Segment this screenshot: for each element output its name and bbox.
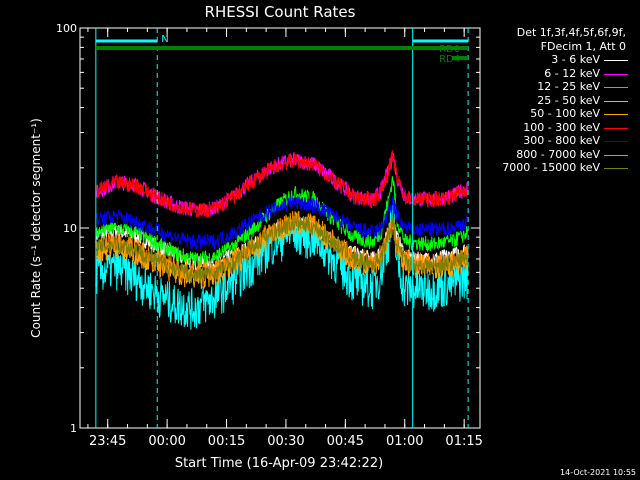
- legend-entry: 300 - 800 keV: [470, 134, 636, 148]
- x-tick-label: 00:00: [148, 434, 185, 449]
- series-line-300-800keV: [95, 195, 469, 251]
- x-tick-label: 23:45: [89, 434, 126, 449]
- series-line-12-25keV: [95, 176, 469, 268]
- legend-swatch: [604, 60, 628, 61]
- legend-entry: 12 - 25 keV: [470, 80, 636, 94]
- series-line-25-50keV: [95, 196, 469, 330]
- legend-label: 100 - 300 keV: [523, 120, 600, 134]
- legend-swatch: [604, 114, 628, 115]
- legend-label: 800 - 7000 keV: [516, 147, 600, 161]
- legend-entry: 100 - 300 keV: [470, 121, 636, 135]
- flag-label: RD0: [439, 44, 460, 55]
- series-line-6-12keV: [95, 152, 469, 218]
- legend-label: 6 - 12 keV: [544, 66, 600, 80]
- legend-swatch: [604, 87, 628, 88]
- y-tick-label: 10: [63, 222, 77, 235]
- legend-swatch: [604, 100, 628, 102]
- legend-header-line2: FDecim 1, Att 0: [540, 39, 626, 53]
- x-tick-label: 00:15: [208, 434, 245, 449]
- legend-header-line1: Det 1f,3f,4f,5f,6f,9f,: [516, 26, 626, 39]
- plot-area: 1 10 100 23:45 00:00 00:15 00:30 00:45 01:00 01:1…: [56, 22, 483, 449]
- legend-entry: 800 - 7000 keV: [470, 148, 636, 162]
- flag-label: RD4: [439, 54, 460, 65]
- legend-label: 300 - 800 keV: [523, 134, 600, 147]
- legend-label: 12 - 25 keV: [537, 80, 600, 93]
- legend: Det 1f,3f,4f,5f,6f,9f, FDecim 1, Att 0 3…: [470, 26, 636, 175]
- flag-label: N: [161, 34, 168, 45]
- legend-entry: 50 - 100 keV: [470, 107, 636, 121]
- legend-label: 50 - 100 keV: [530, 107, 600, 120]
- legend-swatch: [604, 73, 628, 75]
- x-axis-label: Start Time (16-Apr-09 23:42:22): [175, 456, 383, 471]
- x-tick-label: 00:30: [267, 434, 304, 449]
- legend-entry: 6 - 12 keV: [470, 67, 636, 81]
- legend-swatch: [604, 141, 628, 142]
- x-tick-label: 00:45: [327, 434, 364, 449]
- legend-label: 25 - 50 keV: [537, 93, 600, 107]
- legend-swatch: [604, 168, 628, 169]
- legend-label: 7000 - 15000 keV: [502, 161, 600, 174]
- legend-entry: 25 - 50 keV: [470, 94, 636, 108]
- y-axis-label: Count Rate (s⁻¹ detector segment⁻¹): [29, 118, 43, 338]
- legend-label: 3 - 6 keV: [551, 53, 600, 66]
- y-tick-label: 1: [70, 422, 77, 435]
- legend-entry: 7000 - 15000 keV: [470, 161, 636, 175]
- x-tick-label: 01:15: [445, 434, 482, 449]
- y-tick-label: 100: [56, 22, 77, 35]
- legend-swatch: [604, 127, 628, 129]
- legend-entry: 3 - 6 keV: [470, 53, 636, 67]
- legend-swatch: [604, 154, 628, 156]
- timestamp: 14-Oct-2021 10:55: [560, 468, 636, 477]
- x-tick-label: 01:00: [386, 434, 423, 449]
- chart-title: RHESSI Count Rates: [205, 3, 356, 21]
- series-line-7000-15000keV: [95, 214, 469, 284]
- series-line-100-300keV: [95, 150, 469, 218]
